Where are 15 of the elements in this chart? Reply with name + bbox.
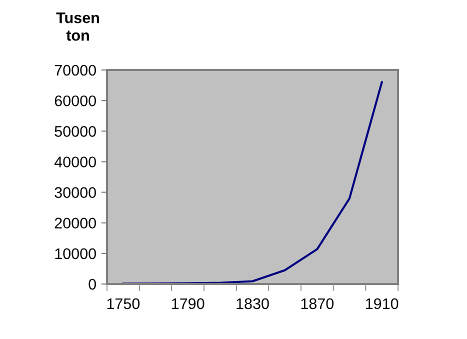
x-tick-label: 1790	[172, 298, 204, 310]
y-tick-label: 10000	[55, 248, 96, 260]
y-tick-label: 50000	[54, 126, 96, 137]
y-tick-label: 40000	[54, 156, 96, 168]
y-axis-title: Tusen ton	[56, 12, 99, 41]
x-tick-label: 1870	[301, 298, 334, 310]
y-tick-label: 20000	[54, 218, 96, 229]
line-series	[122, 81, 383, 284]
x-tick-label: 1750	[107, 298, 140, 310]
y-tick-label: 30000	[54, 187, 96, 198]
y-tick-label: 0	[88, 278, 96, 290]
y-tick-label: 70000	[54, 64, 96, 76]
y-tick-label: 60000	[54, 95, 96, 106]
x-tick-label: 1830	[236, 298, 269, 310]
x-tick-label: 1910	[366, 298, 398, 310]
